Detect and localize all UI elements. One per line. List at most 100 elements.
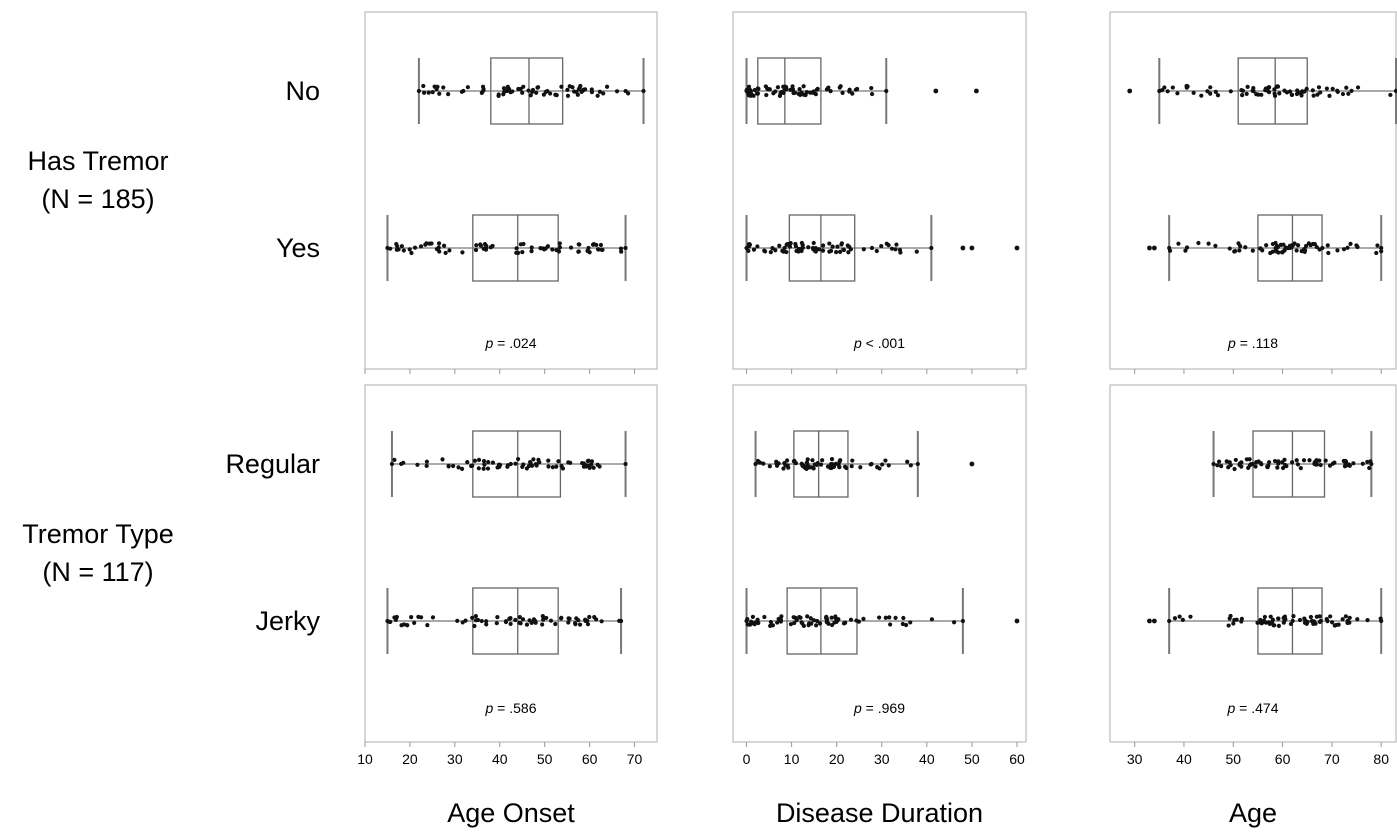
data-point <box>811 618 816 623</box>
x-tick-label: 60 <box>582 751 598 767</box>
data-point <box>1351 461 1356 466</box>
data-point <box>1183 248 1188 253</box>
data-point <box>1324 86 1329 91</box>
data-point <box>542 247 547 252</box>
data-point <box>1227 616 1232 621</box>
data-point <box>799 240 805 246</box>
category-label: No <box>285 76 320 106</box>
data-point <box>1196 240 1201 246</box>
data-point <box>1260 248 1265 253</box>
data-point <box>915 461 920 467</box>
data-point <box>929 617 935 622</box>
data-point <box>514 250 519 255</box>
data-point <box>579 89 584 94</box>
data-point <box>775 85 781 90</box>
data-point <box>842 464 848 469</box>
data-point <box>1226 623 1231 628</box>
data-point <box>534 90 539 95</box>
data-point <box>1336 622 1341 627</box>
data-point <box>401 622 407 627</box>
data-point <box>465 85 470 90</box>
data-point <box>806 245 811 250</box>
data-point <box>1318 462 1323 468</box>
data-point <box>1266 460 1272 465</box>
x-tick-label: 40 <box>492 751 508 767</box>
data-point <box>791 459 797 464</box>
data-point <box>818 462 824 467</box>
data-point <box>568 245 574 250</box>
data-point <box>889 246 895 251</box>
box-iqr <box>472 587 559 655</box>
data-point <box>407 247 412 252</box>
data-point <box>1283 462 1288 468</box>
data-point <box>598 242 604 248</box>
data-point <box>1332 460 1337 465</box>
data-point <box>1232 466 1237 472</box>
data-point <box>1303 243 1309 249</box>
p-symbol: p <box>485 335 494 351</box>
data-point <box>1280 460 1285 465</box>
data-point <box>1275 465 1280 470</box>
data-point <box>821 243 826 248</box>
data-point <box>814 623 819 628</box>
data-point <box>792 90 798 95</box>
data-point <box>553 621 558 627</box>
data-point <box>1393 88 1397 94</box>
data-point <box>592 614 597 620</box>
data-point <box>1281 242 1286 247</box>
data-point <box>820 458 825 463</box>
p-symbol: p <box>1227 700 1236 716</box>
data-point <box>879 243 884 249</box>
data-point <box>576 242 581 247</box>
data-point <box>779 614 784 619</box>
row-group-n-label: (N = 117) <box>42 557 153 587</box>
data-point <box>835 244 840 249</box>
data-point <box>1266 85 1271 90</box>
p-value-label: p = .474 <box>1227 700 1279 716</box>
data-point <box>1328 614 1333 619</box>
data-point <box>756 86 761 91</box>
x-axis-title: Age <box>1229 798 1277 828</box>
data-point <box>517 620 522 625</box>
data-point <box>776 616 781 622</box>
data-point <box>529 245 534 250</box>
data-point <box>486 460 491 465</box>
data-point <box>1250 88 1256 93</box>
data-point <box>385 618 390 624</box>
data-point <box>753 461 758 467</box>
data-point <box>623 88 628 94</box>
data-point <box>1176 241 1181 246</box>
data-point <box>808 616 813 621</box>
data-point <box>1305 619 1310 625</box>
data-point <box>848 617 854 622</box>
data-point <box>409 250 414 256</box>
data-point <box>559 615 564 620</box>
data-point <box>1248 462 1253 467</box>
data-point <box>875 465 880 470</box>
data-point <box>814 618 820 624</box>
data-point <box>1271 623 1276 628</box>
data-point <box>1259 92 1264 97</box>
data-point <box>1318 618 1323 623</box>
data-point <box>888 622 893 627</box>
data-point <box>1283 245 1288 250</box>
data-point <box>751 247 757 252</box>
data-point <box>905 459 910 464</box>
x-tick-label: 10 <box>357 751 373 767</box>
data-point <box>869 461 874 467</box>
data-point <box>546 464 551 469</box>
data-point <box>392 457 397 462</box>
data-point <box>1167 245 1172 251</box>
data-point <box>443 250 448 255</box>
data-point <box>556 459 561 464</box>
data-point <box>846 250 851 255</box>
data-point <box>600 247 605 252</box>
data-point <box>623 461 628 467</box>
data-point <box>1215 93 1221 98</box>
data-point <box>780 248 785 253</box>
data-point <box>1250 248 1255 253</box>
data-point <box>1165 89 1170 94</box>
data-point <box>869 245 875 251</box>
data-point <box>556 249 562 254</box>
data-point <box>829 622 835 628</box>
